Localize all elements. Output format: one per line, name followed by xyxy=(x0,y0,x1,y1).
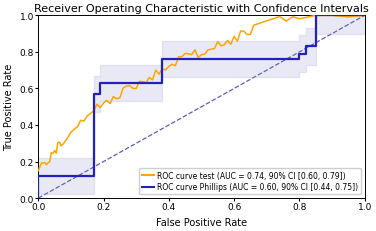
Legend: ROC curve test (AUC = 0.74, 90% CI [0.60, 0.79]), ROC curve Phillips (AUC = 0.60: ROC curve test (AUC = 0.74, 90% CI [0.60… xyxy=(139,168,361,195)
Y-axis label: True Positive Rate: True Positive Rate xyxy=(4,64,14,151)
Title: Receiver Operating Characteristic with Confidence Intervals: Receiver Operating Characteristic with C… xyxy=(34,4,369,14)
X-axis label: False Positive Rate: False Positive Rate xyxy=(156,217,247,227)
